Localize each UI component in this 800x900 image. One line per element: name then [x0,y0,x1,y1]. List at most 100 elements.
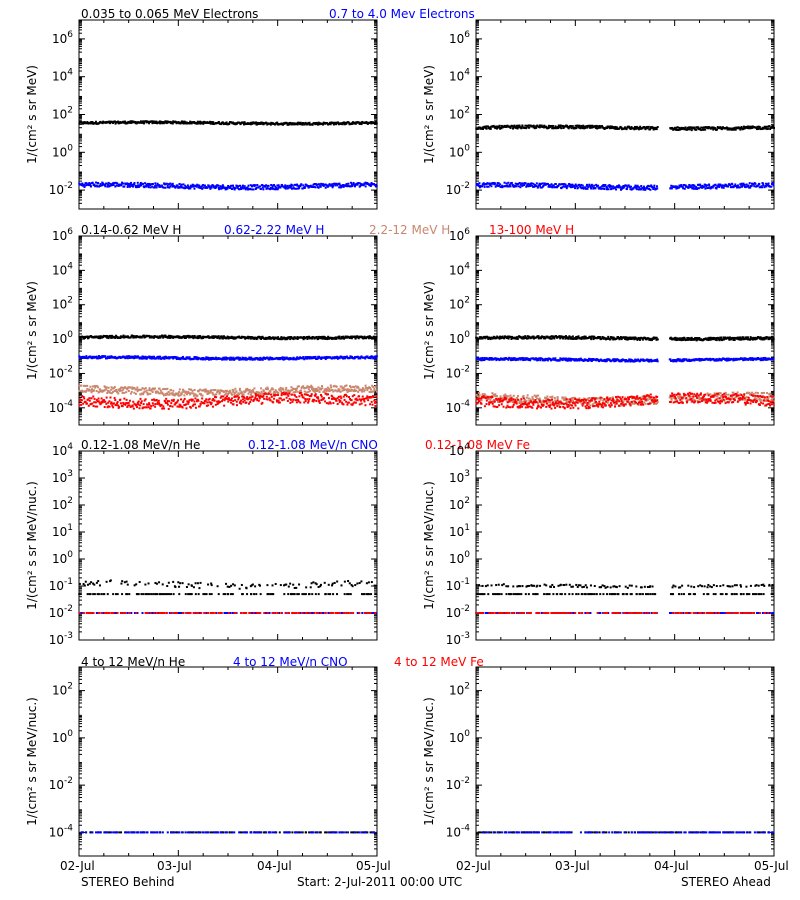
data-point [501,186,504,189]
data-point [288,390,291,393]
legend-row1-item3: 13-100 MeV H [489,223,574,237]
data-point [150,388,153,391]
data-point [203,402,206,405]
data-point [278,397,281,400]
data-point [338,335,341,338]
data-point [675,187,678,190]
data-point [238,358,241,361]
data-point [640,188,643,191]
data-point [174,394,177,397]
data-point [652,188,655,191]
data-point [88,183,91,186]
data-point [548,184,551,187]
data-point [760,186,763,189]
data-point [254,396,257,399]
data-point [522,184,525,187]
data-point [207,335,210,338]
data-point [299,123,302,126]
data-point [254,392,257,395]
data-point [133,391,136,394]
data-point [728,128,731,131]
data-point [132,357,135,360]
data-point [694,187,697,190]
data-point [307,186,310,189]
data-point [203,184,206,187]
data-point [106,183,109,186]
data-point [281,356,284,359]
data-point [543,335,546,338]
data-point [566,124,569,127]
data-point [140,336,143,339]
data-point [287,186,290,189]
data-point [361,389,364,392]
data-point [171,182,174,185]
data-point [212,335,215,338]
data-point [318,399,321,402]
data-point [175,121,178,124]
data-point [232,184,235,187]
data-point [719,183,722,186]
data-point [347,401,350,404]
data-point [281,337,284,340]
data-point [591,124,594,127]
data-point [345,183,348,186]
data-point [209,187,212,190]
data-point [260,122,263,125]
data-point [289,389,292,392]
xtick-left-1: 03-Jul [157,859,192,873]
data-point [526,335,529,338]
data-point [145,185,148,188]
data-point [373,387,376,390]
data-point [209,389,212,392]
data-point [630,126,633,129]
data-point [295,358,298,361]
data-point [700,185,703,188]
data-point [80,121,83,124]
data-point [258,185,261,188]
data-point [91,122,94,125]
data-point [614,127,617,130]
data-point [115,388,118,391]
data-point [597,184,600,187]
data-point [363,335,366,338]
data-point [733,185,736,188]
data-point [269,390,272,393]
data-point [84,401,87,404]
data-point [293,387,296,390]
data-point [87,336,90,339]
data-point [188,336,191,339]
data-point [152,120,155,123]
data-point [274,394,277,397]
data-point [185,391,188,394]
data-point [366,396,369,399]
data-point [251,395,254,398]
data-point [363,182,366,185]
data-point [148,403,151,406]
data-point [330,184,333,187]
data-point [344,393,347,396]
data-point [206,356,209,359]
data-point [293,187,296,190]
data-point [104,355,107,358]
data-point [106,336,109,339]
data-point [683,187,686,190]
data-point [210,186,213,189]
data-point [371,403,374,406]
data-point [153,355,156,358]
data-point [264,392,267,395]
data-point [642,188,645,191]
data-point [228,358,231,361]
data-point [586,183,589,186]
data-point [349,355,352,358]
data-point [221,184,224,187]
data-point [678,184,681,187]
data-point [315,390,318,393]
data-point [481,127,484,130]
data-point [354,184,357,187]
data-point [518,182,521,185]
data-point [269,188,272,191]
data-point [577,126,580,129]
data-point [510,337,513,340]
data-point [265,388,268,391]
data-point [289,338,292,341]
